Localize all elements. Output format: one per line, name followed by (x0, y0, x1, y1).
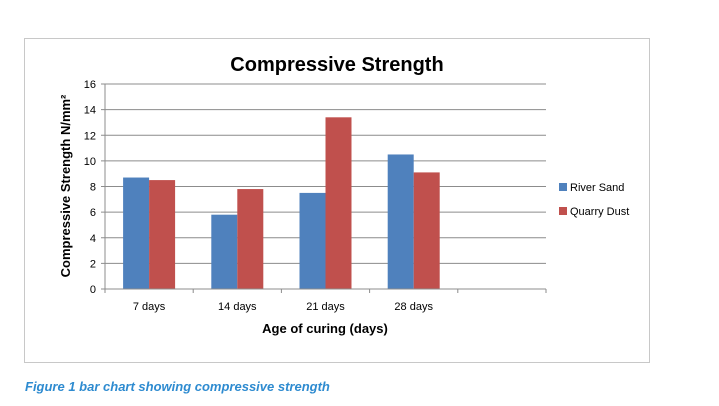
legend-label: River Sand (570, 182, 624, 194)
x-tick-label: 14 days (218, 301, 257, 313)
bar-quarry-dust (237, 189, 264, 289)
bar-river-sand (387, 154, 414, 289)
legend-label: Quarry Dust (570, 206, 629, 218)
x-axis-ticks: 7 days 14 days 21 days 28 days (104, 289, 547, 313)
y-tick-label: 16 (84, 79, 96, 91)
y-tick-label: 4 (90, 233, 96, 245)
x-tick-label: 7 days (133, 301, 166, 313)
bar-river-sand (299, 192, 326, 289)
bar-river-sand (123, 177, 150, 289)
bar-quarry-dust (413, 172, 440, 289)
y-tick-label: 0 (90, 284, 96, 296)
x-tick-label: 28 days (394, 301, 433, 313)
chart-title: Compressive Strength (230, 54, 443, 76)
bars (123, 117, 440, 289)
y-tick-label: 2 (90, 258, 96, 270)
x-axis-label: Age of curing (days) (262, 321, 388, 336)
legend: River Sand Quarry Dust (559, 182, 629, 218)
y-axis-label: Compressive Strength N/mm² (58, 94, 73, 277)
y-tick-label: 8 (90, 182, 96, 194)
y-tick-label: 6 (90, 207, 96, 219)
bar-quarry-dust (325, 117, 352, 289)
x-tick-label: 21 days (306, 301, 345, 313)
bar-quarry-dust (149, 180, 176, 289)
figure-caption: Figure 1 bar chart showing compressive s… (25, 379, 330, 394)
y-tick-label: 10 (84, 156, 96, 168)
y-axis-ticks: 0 2 4 6 8 10 12 14 16 (84, 79, 105, 296)
y-tick-label: 12 (84, 130, 96, 142)
y-tick-label: 14 (84, 105, 96, 117)
bar-river-sand (211, 214, 238, 289)
legend-swatch (559, 207, 567, 215)
legend-swatch (559, 183, 567, 191)
